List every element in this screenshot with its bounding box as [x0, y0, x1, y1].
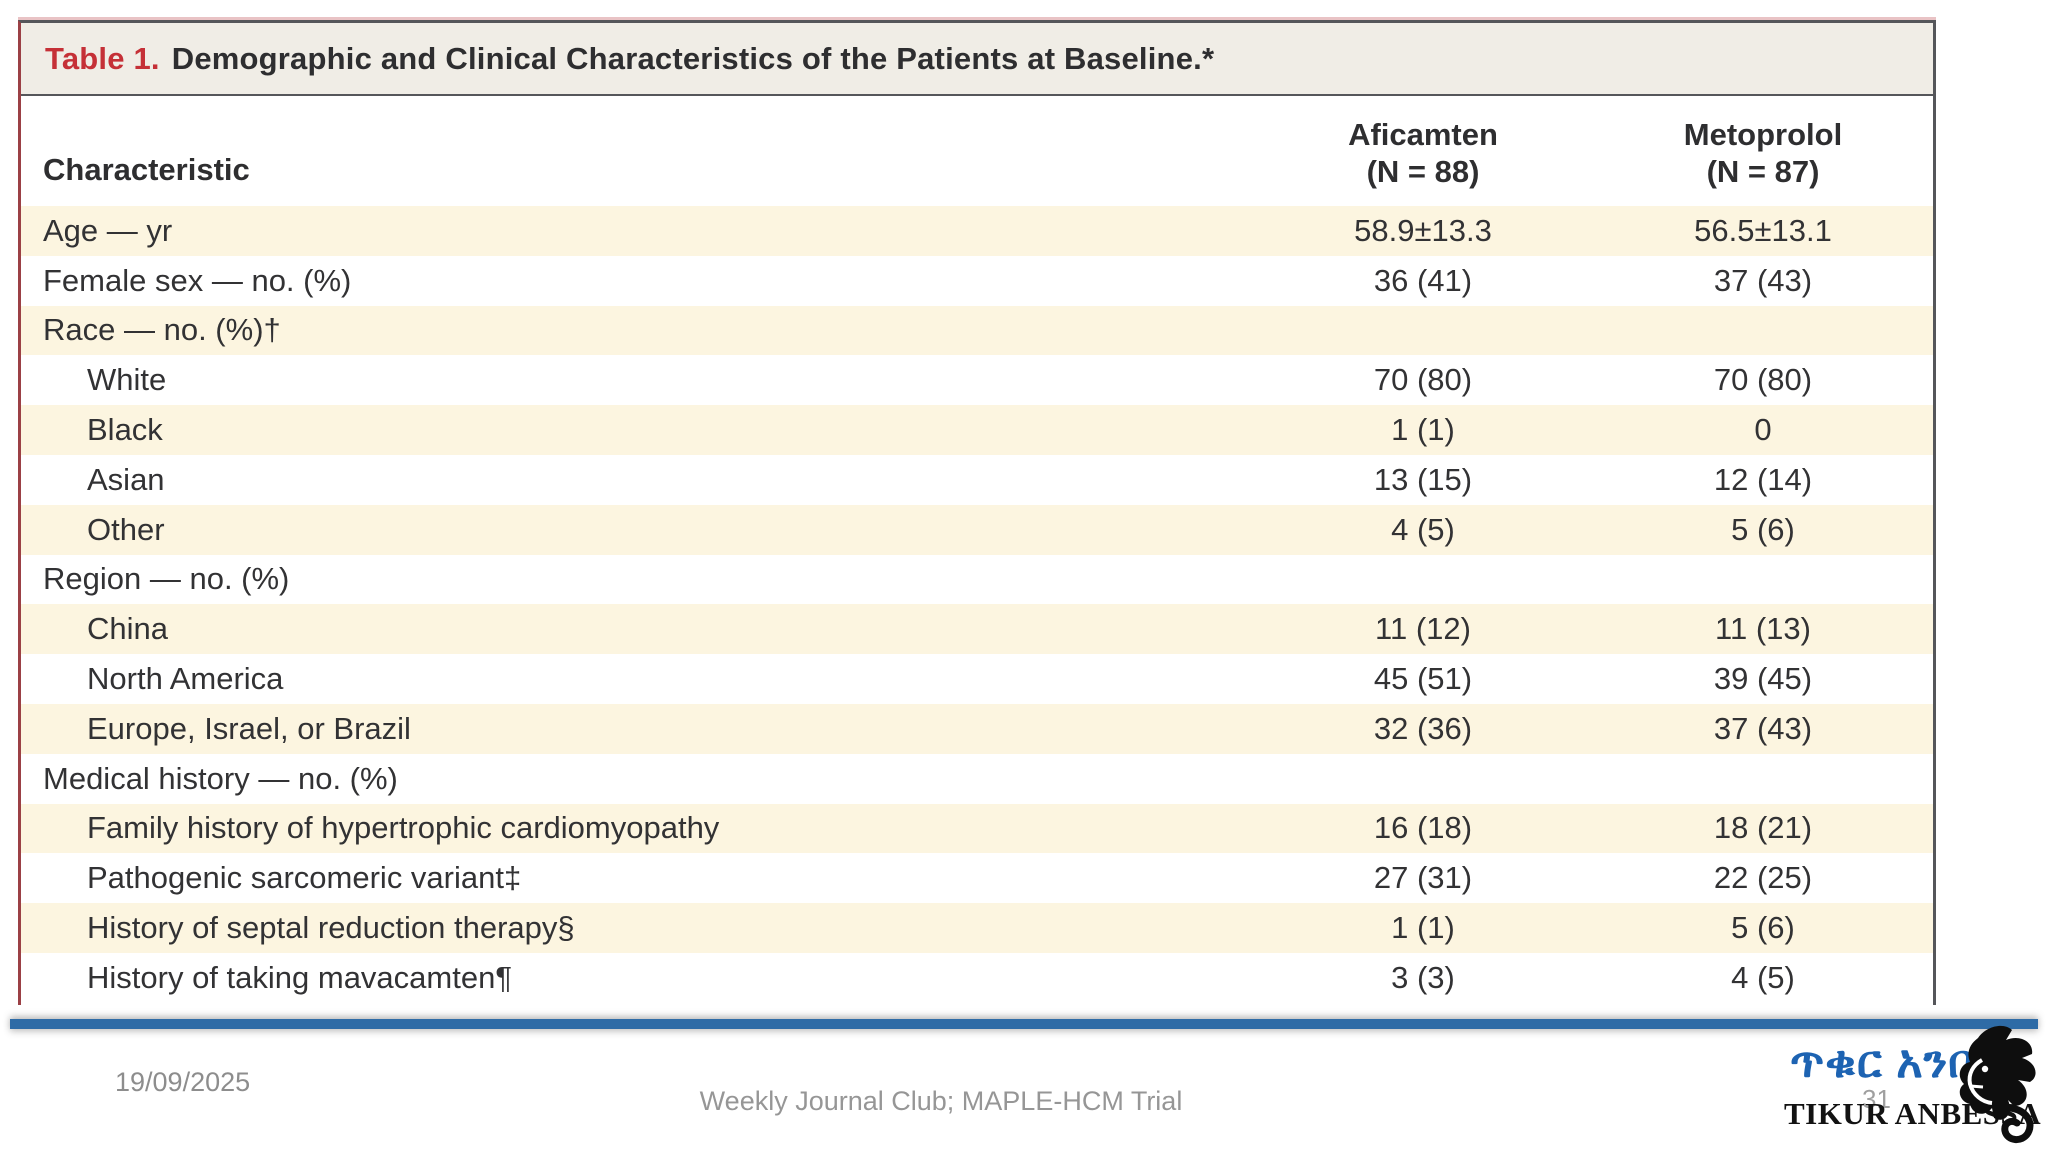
row-characteristic-label: Asian	[87, 461, 165, 497]
metoprolol-n: (N = 87)	[1706, 153, 1820, 189]
aficamten-value: 27 (31)	[1373, 860, 1473, 896]
metoprolol-value: 0	[1754, 412, 1772, 448]
lion-head-icon	[1959, 1025, 2036, 1143]
slide-number: 31	[1862, 1084, 1891, 1114]
row-characteristic-label: Female sex — no. (%)	[43, 262, 352, 298]
row-characteristic-label: Region — no. (%)	[43, 561, 290, 597]
metoprolol-value: 56.5±13.1	[1694, 212, 1832, 248]
table-row: Asian 13 (15) 12 (14)	[21, 454, 1933, 505]
table-outer-accent-line	[18, 17, 1936, 20]
metoprolol-value: 37 (43)	[1713, 710, 1813, 746]
row-characteristic-label: Medical history — no. (%)	[43, 760, 398, 796]
row-characteristic-label: Age — yr	[43, 212, 173, 248]
table-row: Medical history — no. (%)	[21, 753, 1933, 804]
table-title: Table 1. Demographic and Clinical Charac…	[21, 23, 1933, 96]
table-row: Female sex — no. (%) 36 (41) 37 (43)	[21, 255, 1933, 306]
aficamten-value: 1 (1)	[1391, 412, 1455, 448]
table-row: Pathogenic sarcomeric variant‡ 27 (31) 22 …	[21, 853, 1933, 904]
aficamten-value: 36 (41)	[1373, 262, 1473, 298]
table-body: Age — yr 58.9±13.3 56.5±13.1 Female sex — n…	[21, 206, 1933, 1003]
row-characteristic-label: Pathogenic sarcomeric variant‡	[87, 860, 522, 896]
table-row: Region — no. (%)	[21, 554, 1933, 605]
metoprolol-value: 18 (21)	[1713, 810, 1813, 846]
table-row: Age — yr 58.9±13.3 56.5±13.1	[21, 206, 1933, 256]
baseline-characteristics-table: Table 1. Demographic and Clinical Charac…	[18, 20, 1936, 1005]
table-row: History of taking mavacamten¶ 3 (3) 4 (5)	[21, 952, 1933, 1003]
footer-date: 19/09/2025	[115, 1067, 251, 1097]
row-characteristic-label: Europe, Israel, or Brazil	[87, 710, 411, 746]
table-row: History of septal reduction therapy§ 1 (1…	[21, 903, 1933, 953]
table-row: White 70 (80) 70 (80)	[21, 355, 1933, 406]
aficamten-value: 32 (36)	[1373, 710, 1473, 746]
row-characteristic-label: Black	[87, 412, 163, 448]
aficamten-name: Aficamten	[1348, 116, 1498, 152]
aficamten-value: 1 (1)	[1391, 910, 1455, 946]
table-header-row: Characteristic Aficamten (N = 88) Metopr…	[21, 96, 1933, 206]
column-header-characteristic: Characteristic	[43, 152, 250, 187]
row-characteristic-label: History of septal reduction therapy§	[87, 910, 575, 946]
aficamten-value: 70 (80)	[1373, 362, 1473, 398]
aficamten-value: 11 (12)	[1375, 611, 1471, 647]
aficamten-value: 3 (3)	[1391, 959, 1455, 995]
row-characteristic-label: Family history of hypertrophic cardiomyo…	[87, 810, 720, 846]
metoprolol-value: 5 (6)	[1731, 511, 1795, 547]
aficamten-value: 16 (18)	[1373, 810, 1473, 846]
row-characteristic-label: North America	[87, 661, 284, 697]
table-number-label: Table 1.	[45, 40, 160, 76]
aficamten-value: 45 (51)	[1373, 661, 1473, 697]
row-characteristic-label: Other	[87, 511, 165, 547]
metoprolol-value: 37 (43)	[1713, 262, 1813, 298]
row-characteristic-label: Race — no. (%)†	[43, 312, 281, 348]
footer-presentation-title: Weekly Journal Club; MAPLE-HCM Trial	[699, 1086, 1183, 1116]
aficamten-value: 58.9±13.3	[1354, 212, 1492, 248]
row-characteristic-label: China	[87, 611, 168, 647]
table-title-text: Demographic and Clinical Characteristics…	[171, 40, 1215, 76]
table-row: North America 45 (51) 39 (45)	[21, 654, 1933, 704]
metoprolol-value: 11 (13)	[1715, 611, 1811, 647]
tikur-anbessa-logo: ጥቁር አንበሳ TIKUR ANBESSA	[1782, 1022, 2048, 1147]
slide-divider-bar	[10, 1019, 2038, 1029]
table-row: Race — no. (%)†	[21, 305, 1933, 356]
row-characteristic-label: History of taking mavacamten¶	[87, 959, 512, 995]
metoprolol-value: 12 (14)	[1713, 461, 1813, 497]
aficamten-value: 4 (5)	[1391, 511, 1455, 547]
aficamten-value: 13 (15)	[1373, 461, 1473, 497]
metoprolol-value: 22 (25)	[1713, 860, 1813, 896]
metoprolol-value: 4 (5)	[1731, 959, 1795, 995]
metoprolol-value: 70 (80)	[1713, 362, 1813, 398]
column-header-aficamten: Aficamten (N = 88)	[1253, 116, 1593, 206]
table-row: Europe, Israel, or Brazil 32 (36) 37 (43)	[21, 703, 1933, 754]
metoprolol-value: 39 (45)	[1713, 661, 1813, 697]
column-header-metoprolol: Metoprolol (N = 87)	[1593, 116, 1933, 206]
table-row: Family history of hypertrophic cardiomyo…	[21, 803, 1933, 854]
table-row: China 11 (12) 11 (13)	[21, 604, 1933, 655]
aficamten-n: (N = 88)	[1366, 153, 1480, 189]
table-row: Black 1 (1) 0	[21, 405, 1933, 455]
metoprolol-value: 5 (6)	[1731, 910, 1795, 946]
metoprolol-name: Metoprolol	[1683, 116, 1843, 152]
row-characteristic-label: White	[87, 362, 167, 398]
table-row: Other 4 (5) 5 (6)	[21, 504, 1933, 555]
